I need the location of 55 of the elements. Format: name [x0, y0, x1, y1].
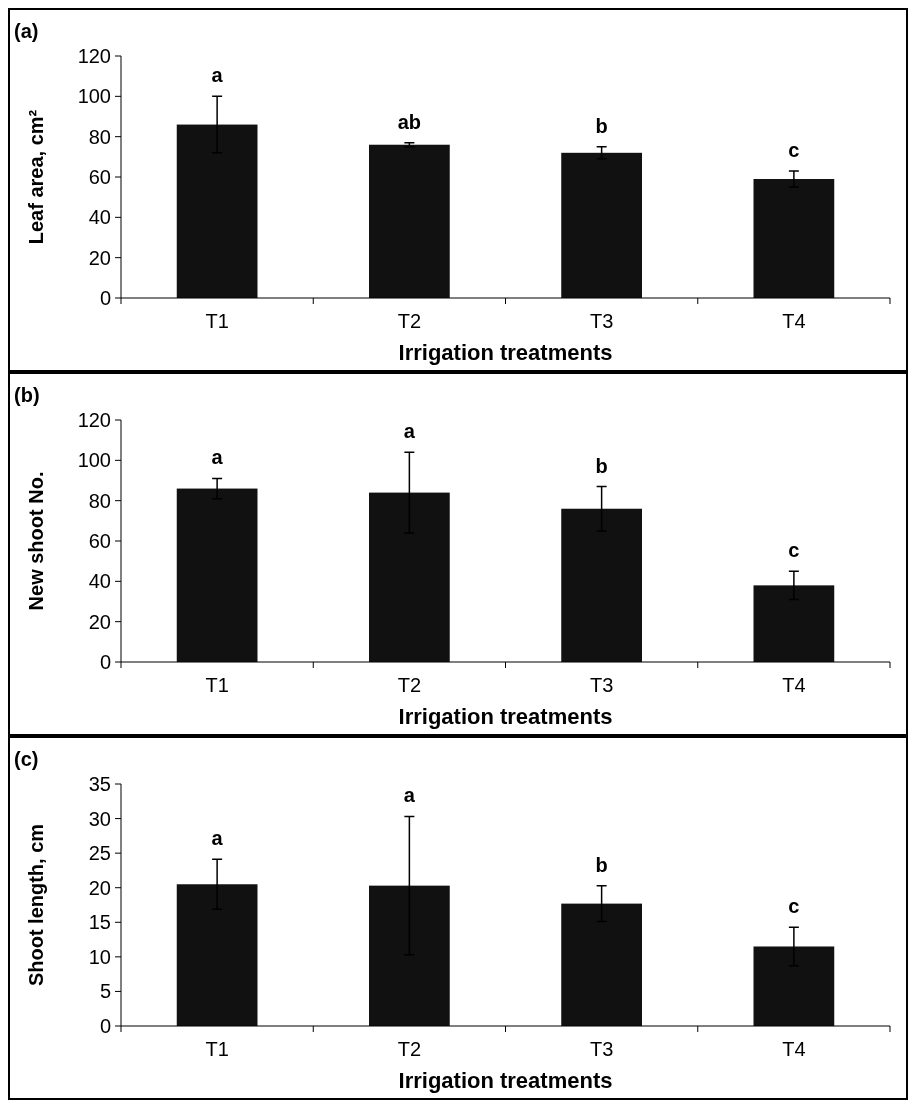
- y-tick-label: 5: [99, 980, 111, 1003]
- y-tick-label: 80: [88, 489, 111, 512]
- y-tick-label: 100: [77, 449, 111, 472]
- y-tick-label: 100: [77, 85, 111, 108]
- annotation: a: [211, 827, 224, 850]
- annotation: a: [403, 784, 416, 807]
- y-tick-label: 40: [88, 206, 111, 229]
- chart-title: (a): [14, 20, 39, 42]
- y-axis-title: New shoot No.: [25, 471, 47, 611]
- y-axis-title: Leaf area, cm²: [25, 109, 47, 245]
- x-tick-label: T2: [397, 310, 422, 332]
- y-tick-label: 25: [88, 842, 111, 865]
- y-tick-label: 80: [88, 125, 111, 148]
- annotation: a: [403, 420, 416, 443]
- y-tick-label: 20: [88, 876, 111, 899]
- x-axis-title: Irrigation treatments: [398, 1068, 613, 1093]
- annotation: c: [788, 895, 800, 918]
- y-tick-label: 30: [88, 807, 111, 830]
- y-tick-label: 0: [99, 287, 111, 309]
- x-axis-title: Irrigation treatments: [398, 704, 613, 729]
- y-tick-label: 120: [77, 409, 111, 431]
- y-tick-label: 20: [88, 246, 111, 269]
- y-tick-label: 20: [88, 610, 111, 633]
- x-axis-title: Irrigation treatments: [398, 340, 613, 365]
- x-tick-label: T1: [205, 1038, 229, 1060]
- x-tick-label: T3: [589, 310, 614, 332]
- x-tick-label: T2: [397, 1038, 422, 1060]
- x-tick-label: T3: [589, 1038, 614, 1060]
- chart-title: (b): [14, 384, 40, 406]
- annotation: a: [211, 446, 224, 469]
- annotation: c: [788, 539, 800, 562]
- x-tick-label: T1: [205, 310, 229, 332]
- y-tick-label: 60: [88, 530, 111, 552]
- y-tick-label: 10: [88, 945, 111, 968]
- x-tick-label: T4: [782, 310, 806, 332]
- y-tick-label: 35: [88, 773, 111, 795]
- x-tick-label: T4: [782, 674, 806, 696]
- annotation: c: [788, 138, 800, 161]
- y-axis-title: Shoot length, cm: [25, 823, 47, 987]
- x-tick-label: T1: [205, 674, 229, 696]
- y-tick-label: 15: [88, 911, 111, 934]
- annotation: b: [595, 454, 608, 477]
- chart-title: (c): [14, 748, 39, 770]
- y-tick-label: 40: [88, 570, 111, 593]
- annotation: b: [595, 114, 608, 137]
- y-tick-label: 0: [99, 1015, 111, 1037]
- y-tick-label: 60: [88, 166, 111, 188]
- annotation: ab: [397, 110, 422, 133]
- y-tick-label: 0: [99, 651, 111, 673]
- x-tick-label: T4: [782, 1038, 806, 1060]
- annotation: a: [211, 64, 224, 87]
- x-tick-label: T2: [397, 674, 422, 696]
- x-tick-label: T3: [589, 674, 614, 696]
- y-tick-label: 120: [77, 45, 111, 67]
- annotation: b: [595, 853, 608, 876]
